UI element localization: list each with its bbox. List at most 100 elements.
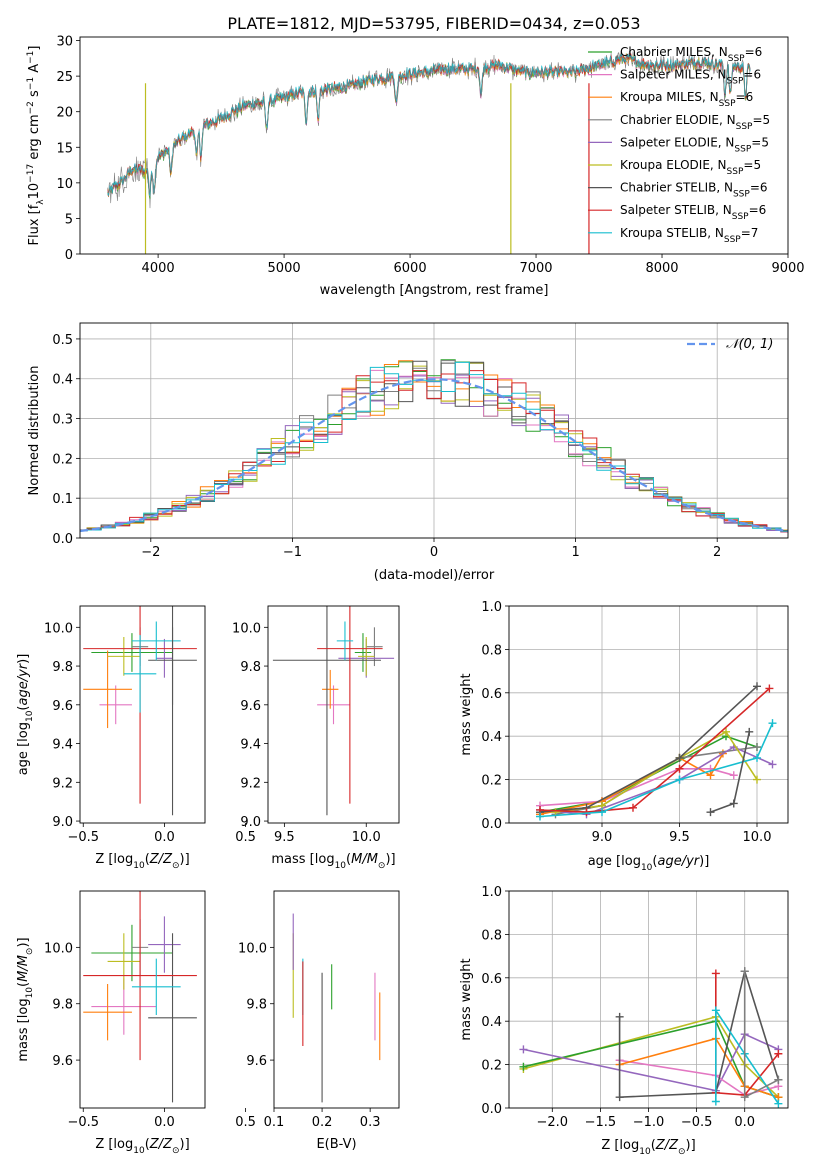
series-line — [539, 735, 758, 813]
legend-label: Chabrier STELIB, NSSP=6 — [620, 181, 768, 200]
y-tick-label: 0.2 — [481, 774, 502, 789]
errorbar-point — [91, 924, 173, 982]
series-marker — [711, 1097, 720, 1106]
errorbar-point — [317, 606, 383, 804]
spectrum-legend: Chabrier MILES, NSSP=6 Salpeter MILES, NS… — [588, 45, 770, 245]
spectrum-model-line — [107, 52, 751, 198]
y-tick-label: 9.6 — [52, 1054, 73, 1069]
y-tick-label: 5 — [65, 212, 73, 227]
histogram-step-line — [80, 370, 788, 533]
x-tick-label: 0.0 — [734, 1115, 755, 1130]
y-tick-label: 9.2 — [52, 776, 73, 791]
series-marker — [740, 967, 749, 976]
y-tick-label: 9.6 — [240, 699, 261, 714]
y-tick-label: 9.0 — [240, 815, 261, 830]
y-tick-label: 0.5 — [52, 333, 73, 348]
y-tick-label: 0.8 — [481, 928, 502, 943]
series-marker — [675, 753, 684, 762]
series-marker — [706, 771, 715, 780]
x-tick-label: −0.5 — [67, 1115, 99, 1130]
y-tick-label: 0 — [65, 248, 73, 263]
y-axis-label: mass weight — [459, 958, 474, 1040]
series-line — [619, 1037, 779, 1098]
mass_vs_EBV-axes: 0.1 0.2 0.3 9.6 9.8 10.0 E(B-V) — [238, 890, 400, 1152]
legend-label: 𝒩(0, 1) — [726, 337, 773, 352]
y-tick-label: 1.0 — [481, 600, 502, 615]
x-tick-label: −1 — [283, 545, 302, 560]
y-tick-label: 1.0 — [481, 885, 502, 900]
x-axis-label: wavelength [Angstrom, rest frame] — [320, 283, 549, 298]
series-marker — [729, 799, 738, 808]
y-tick-label: 10 — [56, 177, 73, 192]
series-marker — [519, 1062, 528, 1071]
series-marker — [753, 682, 761, 691]
errorbar-point — [148, 916, 181, 973]
weight_vs_Z-axes: −2.0 −1.5 −1.0 −0.5 0.0 0.0 0.2 0.4 0.6 0.8 1.0 Z [… — [459, 885, 789, 1157]
x-tick-label: 0.0 — [154, 1115, 175, 1130]
age_vs_mass-axes: 9.5 10.0 9.0 9.2 9.4 9.6 9.8 10.0 mass [log10(M/… — [232, 605, 400, 871]
x-tick-label: 0.1 — [264, 1115, 285, 1130]
y-tick-label: 0.1 — [52, 492, 73, 507]
errorbar-point — [354, 633, 372, 672]
series-marker — [768, 760, 777, 769]
y-tick-label: 0.3 — [52, 413, 73, 428]
series-marker — [582, 808, 591, 817]
axes-frame — [508, 890, 789, 1109]
x-axis-label: (data-model)/error — [374, 568, 495, 583]
series-marker — [629, 803, 637, 812]
x-tick-label: 10.0 — [352, 830, 381, 845]
y-tick-label: 25 — [56, 70, 73, 85]
y-tick-label: 15 — [56, 141, 73, 156]
y-tick-label: 0.0 — [481, 817, 502, 832]
y-tick-label: 10.0 — [44, 941, 73, 956]
x-tick-label: −1.5 — [585, 1115, 617, 1130]
x-tick-label: 0.5 — [235, 1115, 256, 1130]
axes-frame — [79, 322, 789, 539]
y-tick-label: 0.4 — [481, 730, 502, 745]
legend-label: Salpeter STELIB, NSSP=6 — [620, 203, 766, 222]
spectrum-axes: 4000 5000 6000 7000 8000 9000 0 5 10 15 20 25 30 wave… — [26, 35, 805, 298]
y-tick-label: 0.6 — [481, 972, 502, 987]
y-tick-label: 9.0 — [52, 815, 73, 830]
axes-frame — [79, 36, 789, 255]
age_vs_Z-axes: −0.5 0.0 0.5 9.0 9.2 9.4 9.6 9.8 10.0 Z [log10(Z/… — [16, 605, 256, 871]
series-marker — [774, 1075, 783, 1084]
legend-label: Salpeter MILES, NSSP=6 — [620, 68, 761, 87]
legend-label: Kroupa MILES, NSSP=6 — [620, 90, 753, 109]
series-marker — [774, 1049, 783, 1058]
legend-label: Kroupa STELIB, NSSP=7 — [620, 226, 758, 245]
y-tick-label: 9.6 — [52, 699, 73, 714]
y-tick-label: 9.2 — [240, 776, 261, 791]
x-axis-label: E(B-V) — [316, 1137, 356, 1152]
mass_vs_Z-axes: −0.5 0.0 0.5 9.6 9.8 10.0 Z [log10(Z/Z⊙)] mass … — [16, 890, 256, 1156]
x-tick-label: −1.0 — [633, 1115, 665, 1130]
x-tick-label: 4000 — [142, 261, 175, 276]
errorbar-point — [131, 958, 181, 1015]
y-axis-label: mass [log10(M/M⊙)] — [16, 937, 35, 1061]
x-tick-label: 5000 — [268, 261, 301, 276]
errorbar-point — [107, 933, 141, 990]
y-tick-label: 20 — [56, 106, 73, 121]
series-marker — [774, 1099, 783, 1108]
y-axis-label: mass weight — [459, 673, 474, 755]
y-tick-label: 9.4 — [52, 738, 73, 753]
x-tick-label: −2 — [141, 545, 160, 560]
series-marker — [598, 808, 606, 817]
series-line — [715, 1007, 780, 1105]
errorbar-point — [336, 621, 354, 661]
series-marker — [753, 743, 761, 752]
series-marker — [615, 1093, 624, 1102]
y-tick-label: 10.0 — [238, 941, 267, 956]
legend-label: Salpeter ELODIE, NSSP=5 — [620, 135, 769, 154]
y-tick-label: 9.8 — [52, 660, 73, 675]
x-tick-label: 0 — [430, 545, 438, 560]
series-marker — [706, 808, 715, 817]
series-marker — [722, 727, 730, 736]
legend-label: Chabrier ELODIE, NSSP=5 — [620, 113, 770, 132]
x-tick-label: 1 — [571, 545, 579, 560]
x-tick-label: 9.5 — [274, 830, 295, 845]
series-marker — [768, 719, 777, 728]
y-tick-label: 30 — [56, 35, 73, 50]
x-tick-label: 0.5 — [235, 830, 256, 845]
